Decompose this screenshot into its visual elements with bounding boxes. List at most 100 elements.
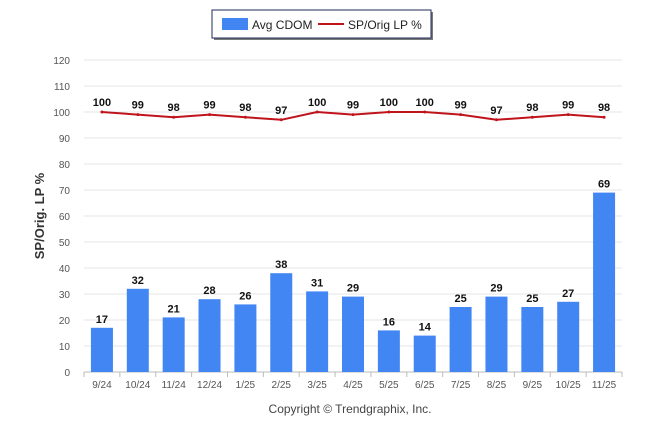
bar-9-25 bbox=[521, 307, 544, 372]
bar-8-25 bbox=[485, 296, 508, 372]
bar-12-24 bbox=[198, 299, 221, 372]
line-data-label: 97 bbox=[490, 105, 502, 117]
line-data-label: 99 bbox=[132, 100, 144, 112]
line-point bbox=[100, 110, 104, 114]
line-point bbox=[602, 115, 606, 119]
bar-data-label: 21 bbox=[168, 303, 180, 315]
bar-10-24 bbox=[126, 288, 149, 372]
x-tick-label: 10/25 bbox=[556, 380, 581, 391]
y-tick-label: 10 bbox=[59, 342, 71, 353]
bar-3-25 bbox=[306, 291, 329, 372]
x-tick-label: 9/24 bbox=[92, 380, 112, 391]
line-series bbox=[100, 110, 606, 122]
legend-bar-label: Avg CDOM bbox=[252, 18, 312, 32]
x-tick-label: 11/24 bbox=[162, 380, 187, 391]
line-point bbox=[494, 118, 498, 122]
bar-data-label: 32 bbox=[132, 275, 144, 287]
bar-1-25 bbox=[234, 304, 257, 372]
x-tick-label: 12/24 bbox=[197, 380, 222, 391]
legend-line-label: SP/Orig LP % bbox=[348, 18, 422, 32]
line-data-label: 98 bbox=[168, 102, 180, 114]
bar-10-25 bbox=[557, 301, 580, 372]
line-point bbox=[243, 115, 247, 119]
line-data-label: 100 bbox=[416, 97, 434, 109]
y-tick-label: 20 bbox=[59, 316, 71, 327]
bar-11-25 bbox=[593, 192, 616, 372]
bar-9-24 bbox=[90, 327, 113, 372]
bar-data-label: 25 bbox=[454, 293, 466, 305]
bar-data-label: 38 bbox=[275, 259, 287, 271]
y-tick-labels: 0 10 20 30 40 50 60 70 80 90 100 110 120 bbox=[53, 56, 70, 379]
bar-series bbox=[90, 192, 616, 372]
line-data-label: 98 bbox=[598, 102, 610, 114]
line-point bbox=[423, 110, 427, 114]
bar-data-label: 29 bbox=[490, 283, 502, 295]
line-point bbox=[530, 115, 534, 119]
line-data-label: 99 bbox=[347, 100, 359, 112]
x-tick-label: 4/25 bbox=[343, 380, 363, 391]
x-tick-label: 7/25 bbox=[451, 380, 471, 391]
y-tick-label: 0 bbox=[64, 368, 70, 379]
x-tick-label: 1/25 bbox=[236, 380, 256, 391]
x-tick-label: 8/25 bbox=[487, 380, 507, 391]
bar-data-label: 31 bbox=[311, 277, 323, 289]
line-data-label: 100 bbox=[380, 97, 398, 109]
line-point bbox=[172, 115, 176, 119]
bar-data-label: 14 bbox=[419, 322, 432, 334]
bar-5-25 bbox=[377, 330, 400, 372]
line-data-label: 97 bbox=[275, 105, 287, 117]
bar-4-25 bbox=[342, 296, 364, 372]
bar-data-label: 16 bbox=[383, 316, 395, 328]
bar-data-label: 17 bbox=[96, 314, 108, 326]
bar-data-label: 26 bbox=[239, 290, 251, 302]
x-tick-label: 3/25 bbox=[307, 380, 327, 391]
line-data-label: 100 bbox=[308, 97, 326, 109]
bar-data-label: 25 bbox=[526, 293, 538, 305]
x-tick-label: 10/24 bbox=[125, 380, 150, 391]
y-tick-label: 120 bbox=[53, 56, 70, 67]
y-tick-label: 100 bbox=[53, 108, 70, 119]
x-tick-label: 2/25 bbox=[272, 380, 292, 391]
line-data-label: 99 bbox=[454, 100, 466, 112]
y-tick-label: 80 bbox=[59, 160, 71, 171]
line-data-label: 98 bbox=[526, 102, 538, 114]
line-point bbox=[315, 110, 319, 114]
x-tick-label: 5/25 bbox=[379, 380, 399, 391]
bar-data-label: 27 bbox=[562, 288, 574, 300]
bar-data-label: 29 bbox=[347, 283, 359, 295]
x-tick-label: 9/25 bbox=[523, 380, 543, 391]
bar-6-25 bbox=[413, 335, 436, 372]
bar-7-25 bbox=[449, 307, 472, 372]
x-tick-label: 6/25 bbox=[415, 380, 435, 391]
line-data-label: 100 bbox=[93, 97, 111, 109]
bar-data-label: 69 bbox=[598, 179, 610, 191]
line-data-label: 99 bbox=[562, 100, 574, 112]
line-point bbox=[566, 113, 570, 117]
line-point bbox=[279, 118, 283, 122]
y-tick-label: 50 bbox=[59, 238, 71, 249]
legend-bar-swatch bbox=[222, 18, 248, 30]
y-tick-label: 60 bbox=[59, 212, 71, 223]
line-point bbox=[351, 113, 355, 117]
y-axis-title: SP/Orig. LP % bbox=[32, 172, 47, 259]
bar-data-labels: 17 32 21 28 26 38 31 29 16 14 25 29 25 27 69 bbox=[96, 179, 610, 334]
y-tick-label: 90 bbox=[59, 134, 71, 145]
bar-data-label: 28 bbox=[203, 285, 215, 297]
y-tick-label: 40 bbox=[59, 264, 71, 275]
y-tick-label: 110 bbox=[54, 82, 70, 93]
line-point bbox=[136, 113, 140, 117]
bar-11-24 bbox=[162, 317, 185, 372]
x-tick-label: 11/25 bbox=[592, 380, 617, 391]
x-axis: 9/24 10/24 11/24 12/24 1/25 2/25 3/25 4/25 5/25 6… bbox=[83, 372, 623, 391]
bar-2-25 bbox=[270, 273, 293, 372]
y-tick-label: 30 bbox=[59, 290, 71, 301]
line-data-labels: 100 99 98 99 98 97 100 99 100 100 99 97 98 99 98 bbox=[93, 97, 610, 117]
line-data-label: 98 bbox=[239, 102, 251, 114]
line-point bbox=[208, 113, 212, 117]
copyright-footer: Copyright © Trendgraphix, Inc. bbox=[269, 402, 432, 416]
y-tick-label: 70 bbox=[59, 186, 71, 197]
legend: Avg CDOM SP/Orig LP % bbox=[211, 9, 433, 40]
line-point bbox=[387, 110, 391, 114]
